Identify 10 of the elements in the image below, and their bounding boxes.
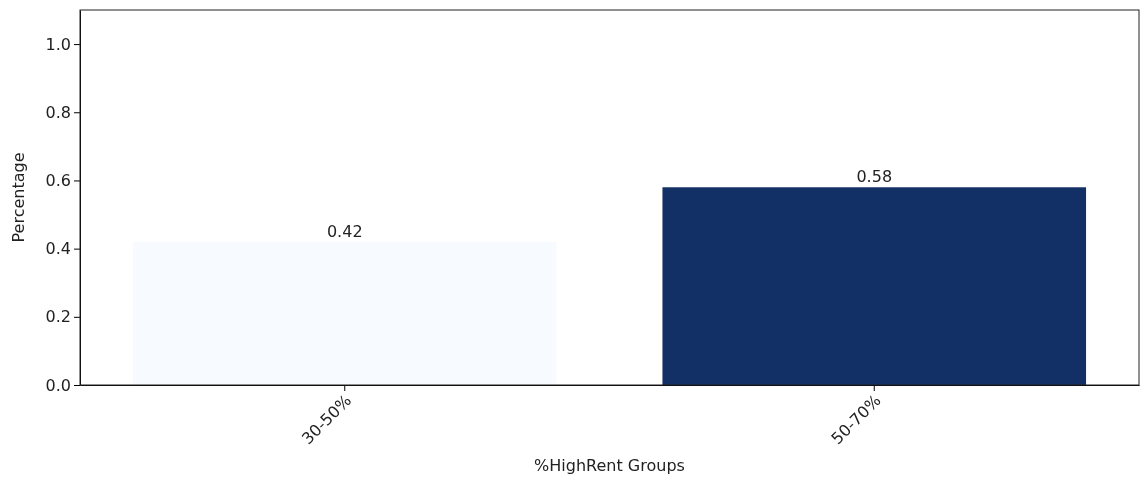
y-axis-title: Percentage [9, 152, 28, 243]
y-tick-label: 0.8 [45, 102, 71, 122]
data-label: 0.58 [856, 167, 893, 187]
x-axis-title: %HighRent Groups [534, 456, 685, 475]
y-tick-label: 0.6 [45, 171, 71, 191]
y-tick-label: 0.4 [45, 239, 71, 259]
y-tick-label: 1.0 [45, 34, 71, 54]
y-tick-label: 0.0 [45, 375, 71, 395]
y-tick-label: 0.2 [45, 307, 71, 327]
data-label: 0.42 [326, 221, 363, 241]
